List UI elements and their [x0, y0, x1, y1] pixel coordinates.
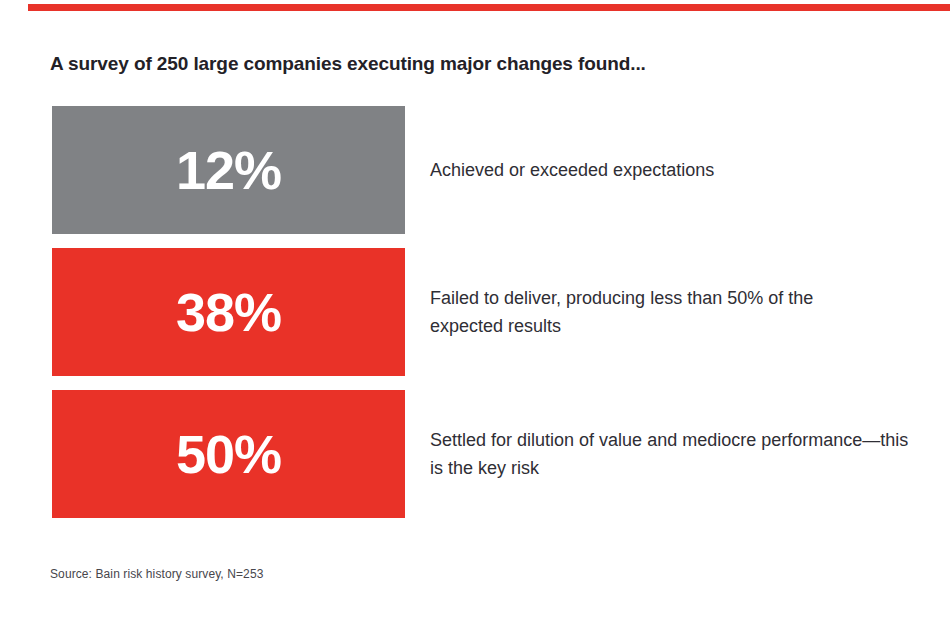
stat-description-failed: Failed to deliver, producing less than 5…: [430, 248, 932, 376]
stat-rows: 12% Achieved or exceeded expectations 38…: [52, 106, 932, 532]
source-note: Source: Bain risk history survey, N=253: [50, 567, 263, 581]
stat-description-settled: Settled for dilution of value and medioc…: [430, 390, 932, 518]
stat-row-failed: 38% Failed to deliver, producing less th…: [52, 248, 932, 376]
stat-row-achieved: 12% Achieved or exceeded expectations: [52, 106, 932, 234]
slide-canvas: A survey of 250 large companies executin…: [0, 0, 950, 622]
slide-title: A survey of 250 large companies executin…: [50, 52, 910, 75]
stat-block-38: 38%: [52, 248, 405, 376]
description-line: Failed to deliver, producing less than 5…: [430, 284, 932, 312]
top-accent-bar: [28, 4, 950, 11]
description-line: Achieved or exceeded expectations: [430, 156, 932, 184]
description-line: is the key risk: [430, 454, 932, 482]
stat-block-12: 12%: [52, 106, 405, 234]
stat-row-settled: 50% Settled for dilution of value and me…: [52, 390, 932, 518]
stat-description-achieved: Achieved or exceeded expectations: [430, 106, 932, 234]
description-line: Settled for dilution of value and medioc…: [430, 426, 932, 454]
description-line: expected results: [430, 312, 932, 340]
stat-value-50: 50%: [176, 427, 281, 481]
stat-value-38: 38%: [176, 285, 281, 339]
stat-block-50: 50%: [52, 390, 405, 518]
stat-value-12: 12%: [176, 143, 281, 197]
